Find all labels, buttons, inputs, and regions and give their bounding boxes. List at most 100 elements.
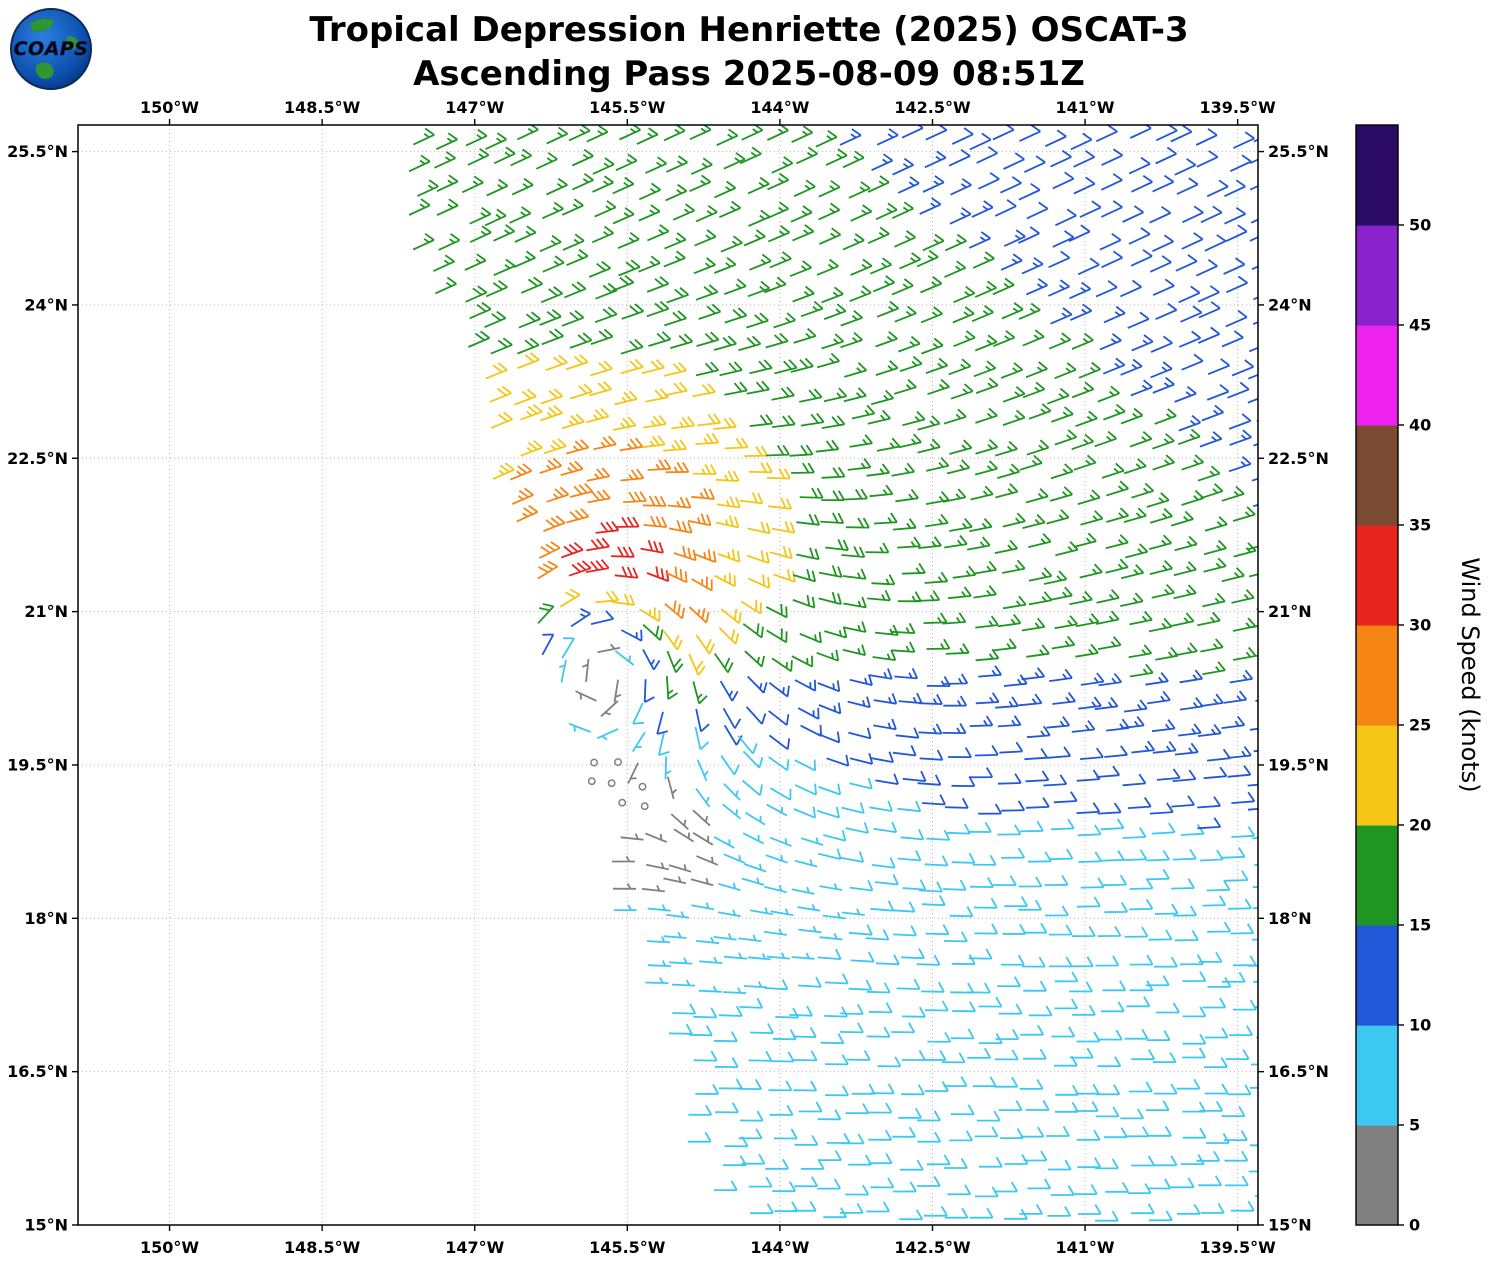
wind-barb [1124,1028,1149,1040]
wind-barb [849,777,873,790]
wind-barb [994,1076,1019,1088]
wind-barb [897,335,921,353]
wind-barb [1023,1150,1048,1162]
wind-barb [490,337,513,355]
wind-barb [1044,874,1069,886]
x-tick-label-bottom: 144°W [750,1238,809,1257]
wind-barb [615,516,640,528]
colorbar-tick-label: 50 [1409,216,1431,235]
wind-barb [1054,971,1079,983]
wind-barb [943,408,967,425]
wind-barb [713,256,737,274]
wind-barb [1026,644,1050,658]
wind-barb [943,1076,968,1087]
wind-barb [691,488,716,500]
wind-barb [1147,690,1171,705]
wind-barb [1054,998,1079,1010]
wind-barb [596,728,619,741]
wind-barb [595,520,620,534]
wind-barb [920,306,943,324]
wind-barb [773,1128,798,1140]
wind-barb [873,718,897,731]
wind-barb [892,1126,916,1138]
wind-barb [1019,125,1041,142]
wind-barb [665,461,690,474]
wind-barb [953,330,976,348]
wind-barb [664,756,672,780]
wind-barb [872,649,897,661]
wind-barb [917,1131,942,1143]
wind-barb [484,310,507,329]
wind-barb [796,513,821,526]
wind-barb [1180,305,1203,323]
x-tick-label-bottom: 139.5°W [1200,1238,1277,1257]
wind-barb [818,848,842,860]
wind-barb [1120,407,1144,425]
wind-barb [1097,925,1122,937]
wind-barb [663,250,686,268]
wind-barb [1069,981,1093,993]
wind-barb [1047,1159,1072,1171]
wind-barb [1026,725,1051,739]
wind-barb [1051,1026,1076,1038]
wind-barb [765,854,788,864]
wind-barb [718,1005,743,1017]
wind-barb [1176,1078,1201,1090]
wind-barb [1252,321,1258,326]
wind-barb [918,723,943,735]
wind-barb [1148,1210,1173,1222]
wind-barb [692,383,716,398]
wind-barb [891,641,916,653]
wind-barb [768,734,791,751]
wind-barb [1078,361,1101,379]
wind-barb [871,574,896,586]
wind-barb [535,152,558,170]
wind-barb [1022,329,1045,347]
wind-barb [922,794,946,806]
wind-barb [666,155,688,173]
y-tick-label-right: 16.5°N [1268,1062,1329,1081]
wind-barb [569,383,593,400]
wind-barb [818,565,843,578]
wind-barb [994,1181,1018,1193]
wind-barb [1095,1210,1119,1222]
wind-barb [1154,408,1177,425]
wind-barb [569,482,594,498]
wind-barb [510,463,533,481]
wind-barb [799,388,823,403]
wind-barb [902,563,926,575]
wind-barb [943,695,968,707]
wind-barb [873,512,898,525]
wind-barb [489,385,512,403]
wind-barb [866,982,891,994]
wind-barb [561,637,575,659]
wind-barb [972,1076,997,1088]
wind-barb [1105,558,1129,574]
wind-barb [1070,303,1093,321]
wind-barb [1200,205,1223,224]
wind-barb [720,235,743,253]
wind-barb [1047,1205,1072,1217]
wind-barb [843,596,867,609]
wind-barb [900,829,925,841]
wind-barb [841,908,865,916]
wind-barb [671,416,696,430]
wind-barb [840,851,865,863]
wind-barb [816,649,840,662]
wind-barb [697,413,722,427]
colorbar-tick-label: 0 [1409,1216,1420,1235]
wind-barb [490,411,513,429]
wind-barb [1152,433,1175,450]
wind-barb [792,594,816,609]
wind-barb [640,539,664,554]
wind-barb [1071,381,1095,399]
wind-barb [741,125,764,141]
wind-barb [646,300,670,318]
wind-barb [1127,1183,1152,1194]
wind-barb [844,488,868,501]
wind-barb [866,463,891,477]
wind-barb [942,488,967,503]
wind-barb [948,747,972,759]
colorbar: Wind Speed (knots) [1355,124,1484,1226]
